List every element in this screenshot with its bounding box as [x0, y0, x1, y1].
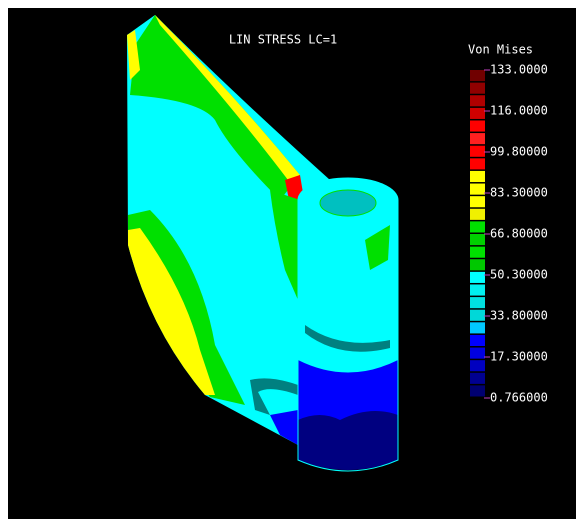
legend-swatch [470, 385, 485, 396]
legend-swatch [470, 221, 485, 232]
legend-swatch [470, 259, 485, 270]
legend-label: 0.766000 [490, 391, 548, 405]
legend-swatch [470, 373, 485, 384]
legend-swatch [470, 108, 485, 119]
legend-swatch [470, 234, 485, 245]
legend-swatch [470, 133, 485, 144]
legend-swatch [470, 297, 485, 308]
legend-swatch [470, 158, 485, 169]
legend-swatch [470, 247, 485, 258]
legend-label: 83.30000 [490, 186, 548, 200]
legend-label: 33.80000 [490, 309, 548, 323]
legend-swatch [470, 83, 485, 94]
legend-swatch [470, 196, 485, 207]
legend-swatch [470, 146, 485, 157]
cylinder-hole [320, 190, 376, 216]
legend-swatch [470, 348, 485, 359]
legend-label: 17.30000 [490, 350, 548, 364]
legend-swatch [470, 284, 485, 295]
legend-swatch [470, 171, 485, 182]
legend-label: 66.80000 [490, 227, 548, 241]
screenshot: LIN STRESS LC=1 Von Mises 133.0000 116.00… [0, 0, 584, 527]
legend-title: Von Mises [468, 43, 533, 57]
legend-label: 99.80000 [490, 145, 548, 159]
plot-title: LIN STRESS LC=1 [229, 33, 337, 47]
legend-swatch [470, 322, 485, 333]
legend-swatch [470, 335, 485, 346]
legend-swatch [470, 310, 485, 321]
legend-label: 50.30000 [490, 268, 548, 282]
legend-swatch [470, 95, 485, 106]
legend-swatch [470, 209, 485, 220]
legend-label: 133.0000 [490, 63, 548, 77]
legend-label: 116.0000 [490, 104, 548, 118]
legend-swatch [470, 70, 485, 81]
legend-swatch [470, 272, 485, 283]
legend-swatch [470, 360, 485, 371]
legend-swatch [470, 120, 485, 131]
legend-swatch [470, 184, 485, 195]
stress-region [298, 411, 398, 470]
